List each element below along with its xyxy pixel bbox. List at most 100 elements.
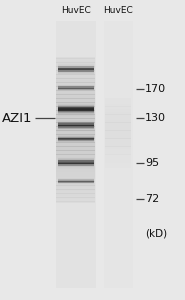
Bar <box>58 155 94 156</box>
Bar <box>58 139 94 140</box>
Bar <box>58 163 94 164</box>
Bar <box>105 141 131 144</box>
Bar <box>56 161 95 163</box>
Bar <box>58 169 94 170</box>
Bar <box>58 120 94 121</box>
Text: 130: 130 <box>145 113 166 124</box>
Bar <box>58 102 94 103</box>
Bar <box>56 68 95 69</box>
Bar <box>58 157 94 158</box>
Bar <box>56 177 95 179</box>
Bar <box>56 148 95 149</box>
Bar <box>56 69 95 71</box>
Bar <box>56 134 95 136</box>
Bar <box>58 176 94 177</box>
Bar <box>56 121 95 123</box>
Bar <box>105 133 131 136</box>
Bar <box>56 188 95 190</box>
Bar <box>58 91 94 92</box>
Bar <box>56 173 95 175</box>
Bar <box>58 68 94 69</box>
Bar <box>56 133 95 135</box>
Bar <box>58 86 94 87</box>
Bar <box>58 63 94 64</box>
Bar <box>56 137 95 139</box>
Bar <box>56 178 95 180</box>
Bar <box>58 156 94 157</box>
Bar <box>58 159 94 160</box>
Bar <box>105 163 131 166</box>
Bar <box>58 131 94 132</box>
Bar <box>56 163 95 164</box>
Bar <box>58 119 94 120</box>
Bar <box>56 127 95 128</box>
Bar <box>58 143 94 144</box>
Bar <box>58 108 94 109</box>
Bar <box>58 139 94 140</box>
Bar <box>58 135 94 136</box>
Bar <box>58 177 94 178</box>
Bar <box>58 92 94 93</box>
Bar <box>56 64 95 65</box>
Bar <box>56 152 95 154</box>
Bar <box>58 169 94 170</box>
Bar <box>56 92 95 93</box>
Bar <box>56 109 95 111</box>
Text: 72: 72 <box>145 194 159 204</box>
Bar <box>56 66 95 68</box>
Bar <box>58 83 94 84</box>
Bar <box>105 98 131 101</box>
Bar <box>105 125 131 128</box>
Bar <box>56 128 95 129</box>
Bar <box>58 88 94 89</box>
Bar <box>105 128 131 131</box>
Bar <box>56 57 95 59</box>
Bar <box>56 140 95 141</box>
Bar <box>58 69 94 70</box>
Bar <box>56 160 95 161</box>
Bar <box>58 167 94 168</box>
Bar <box>58 123 94 124</box>
Bar <box>56 157 95 159</box>
Bar <box>58 67 94 68</box>
Bar <box>56 158 95 160</box>
Bar <box>58 121 94 122</box>
Bar <box>58 90 94 91</box>
Bar <box>58 184 94 185</box>
Bar <box>58 141 94 142</box>
Bar <box>56 118 95 120</box>
Bar <box>105 120 131 123</box>
Bar <box>56 149 95 151</box>
Bar <box>58 64 94 65</box>
Bar <box>56 141 95 143</box>
Bar <box>56 106 95 108</box>
Bar <box>58 69 94 70</box>
Bar <box>56 182 95 184</box>
Bar <box>58 136 94 137</box>
Bar <box>56 130 95 132</box>
Bar <box>58 72 94 73</box>
Bar <box>56 193 95 195</box>
Bar <box>105 154 131 158</box>
Bar <box>58 62 94 63</box>
Bar <box>56 108 95 109</box>
Text: HuvEC: HuvEC <box>104 6 133 15</box>
Bar <box>58 83 94 84</box>
Bar <box>58 114 94 115</box>
Bar <box>56 153 95 155</box>
Bar <box>58 66 94 67</box>
Bar <box>56 176 95 178</box>
Bar <box>56 201 95 203</box>
Bar <box>56 88 95 89</box>
Bar <box>56 199 95 200</box>
Bar <box>56 180 95 182</box>
Text: AZI1: AZI1 <box>2 112 32 125</box>
Bar <box>105 109 131 112</box>
Bar <box>56 116 95 117</box>
Bar <box>58 185 94 186</box>
Bar <box>58 84 94 85</box>
Bar <box>58 134 94 135</box>
Bar <box>58 92 94 93</box>
Bar <box>58 115 94 116</box>
Bar <box>58 157 94 158</box>
